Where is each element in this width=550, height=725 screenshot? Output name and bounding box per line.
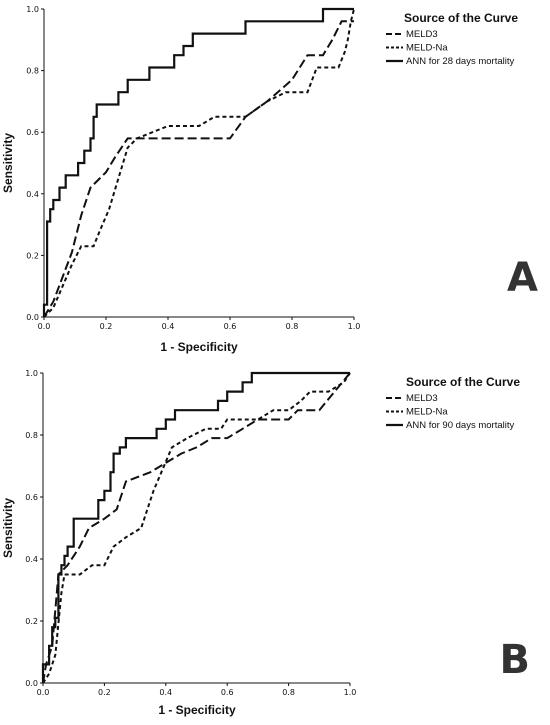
x-tick-label: 0.4 [162, 322, 175, 331]
legend-label: MELD-Na [406, 407, 448, 418]
y-tick-label: 0.2 [26, 251, 39, 260]
x-tick-label: 1.0 [348, 322, 361, 331]
y-tick-label: 1.0 [25, 369, 38, 378]
x-tick-label: 0.6 [221, 688, 234, 697]
legend-title: Source of the Curve [406, 375, 520, 389]
legend-label: MELD3 [406, 29, 438, 40]
y-axis-title: Sensitivity [1, 133, 15, 193]
x-tick-label: 0.6 [224, 322, 237, 331]
legend-label: MELD3 [406, 393, 438, 404]
x-tick-label: 0.8 [286, 322, 299, 331]
roc-panel-b: 0.0 0.2 0.4 0.6 0.8 1.0 0.0 0.2 0.4 0.6 0.8 1.0 1 - … [1, 369, 530, 717]
legend: Source of the Curve MELD3 MELD-Na ANN for 9… [386, 375, 520, 431]
x-tick-label: 0.2 [100, 322, 113, 331]
series-line-long-dash [42, 372, 351, 684]
y-tick-label: 0.0 [25, 679, 38, 688]
legend-label: ANN for 90 days mortality [406, 420, 514, 431]
y-tick-label: 0.8 [25, 431, 38, 440]
x-axis-title: 1 - Specificity [160, 340, 238, 354]
x-tick-label: 0.8 [282, 688, 295, 697]
y-tick-label: 0.6 [26, 128, 39, 137]
y-tick-label: 0.0 [26, 313, 39, 322]
x-tick-label: 0.2 [98, 688, 111, 697]
y-tick-label: 0.8 [26, 67, 39, 76]
series-line-solid [41, 371, 350, 683]
series-line-short-dash [43, 8, 355, 318]
y-tick-label: 1.0 [26, 5, 39, 14]
y-axis-title: Sensitivity [1, 498, 15, 558]
x-tick-label: 0.0 [37, 688, 50, 697]
x-axis-title: 1 - Specificity [158, 703, 236, 717]
legend-label: MELD-Na [406, 43, 448, 54]
x-tick-label: 0.4 [159, 688, 172, 697]
y-tick-label: 0.2 [25, 617, 38, 626]
panel-letter: A [507, 255, 538, 301]
legend: Source of the Curve MELD3 MELD-Na ANN for 2… [386, 11, 518, 67]
series-line-short-dash [42, 372, 351, 684]
series-line-solid [42, 7, 354, 317]
series-line-long-dash [43, 20, 354, 318]
legend-title: Source of the Curve [404, 11, 518, 25]
x-tick-label: 0.0 [38, 322, 51, 331]
y-tick-label: 0.4 [25, 555, 38, 564]
y-tick-label: 0.6 [25, 493, 38, 502]
x-tick-label: 1.0 [344, 688, 357, 697]
roc-panel-a: 0.0 0.2 0.4 0.6 0.8 1.0 0.0 0.2 0.4 0.6 0.8 1.0 1 - … [1, 5, 538, 354]
panel-letter: B [500, 637, 531, 683]
legend-label: ANN for 28 days mortality [406, 56, 514, 67]
y-tick-label: 0.4 [26, 190, 39, 199]
